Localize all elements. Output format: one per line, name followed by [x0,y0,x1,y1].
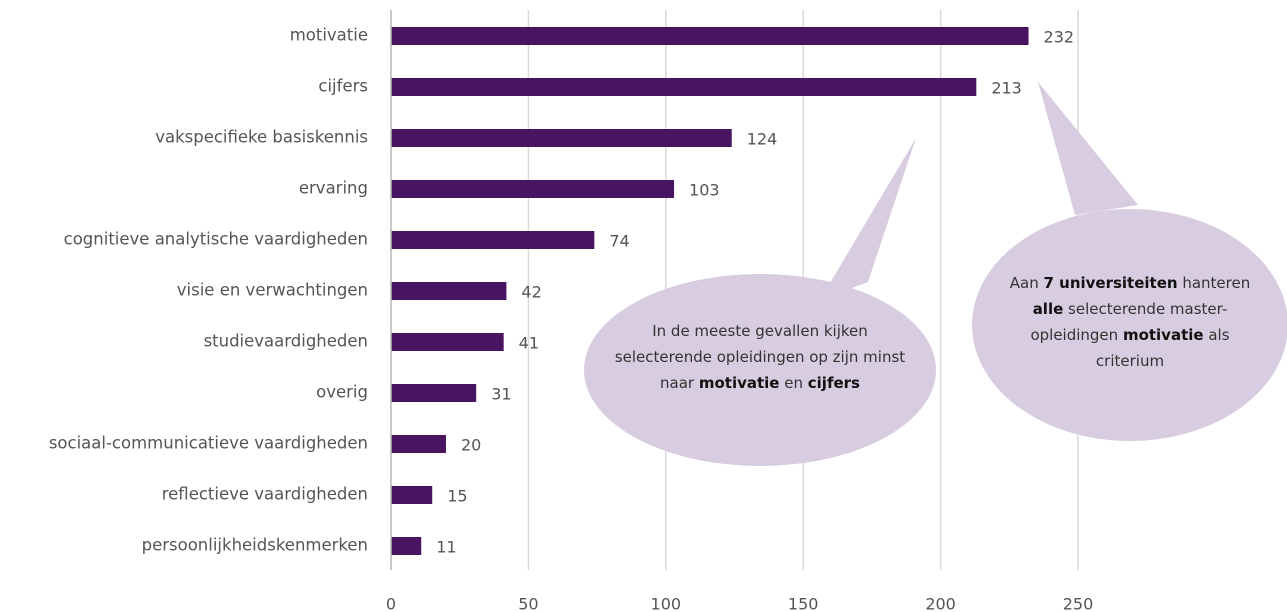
y-tick-label: cognitieve analytische vaardigheden [64,230,368,249]
bar [391,27,1029,45]
y-tick-label: motivatie [290,26,368,45]
data-label: 213 [991,79,1022,98]
y-tick-label: visie en verwachtingen [177,281,368,300]
annotation-text: motivatie [1122,326,1204,344]
x-tick-label: 0 [386,595,396,612]
annotation-text: motivatie [698,374,780,392]
x-tick-label: 100 [651,595,682,612]
data-label: 232 [1044,28,1075,47]
y-tick-label: vakspecifieke basiskennis [155,128,368,147]
annotation-text: en [779,374,808,392]
data-label: 41 [519,334,539,353]
callout-tail [1038,82,1138,215]
data-label: 124 [747,130,778,149]
annotation-text: cijfers [807,374,860,392]
y-tick-label: ervaring [299,179,368,198]
data-label: 74 [609,232,629,251]
y-tick-label: reflectieve vaardigheden [162,485,368,504]
callouts [584,82,1287,466]
y-tick-label: overig [316,383,368,402]
bar [391,78,977,96]
annotation-text: In de meeste gevallen kijken selecterend… [614,322,906,392]
y-tick-label: studievaardigheden [204,332,368,351]
annotation-text: hanteren [1177,274,1251,292]
bar [391,486,433,504]
bar [391,231,595,249]
data-label: 15 [447,487,467,506]
y-tick-label: cijfers [318,77,368,96]
callout-bubble [972,209,1287,441]
bar [391,435,446,453]
annotation-text: Aan [1009,274,1044,292]
data-label: 31 [491,385,511,404]
bar [391,333,504,351]
x-tick-label: 50 [518,595,538,612]
y-tick-label: persoonlijkheidskenmerken [142,536,368,555]
data-label: 42 [521,283,541,302]
annotation: In de meeste gevallen kijken selecterend… [610,318,910,396]
data-label: 20 [461,436,481,455]
x-tick-label: 150 [788,595,819,612]
annotation-text: 7 universiteiten [1043,274,1178,292]
x-tick-label: 250 [1063,595,1094,612]
callout-bubble [584,274,936,466]
annotation-text: alle [1032,300,1064,318]
y-tick-label: sociaal-communicatieve vaardigheden [49,434,368,453]
callout-tail [820,138,916,300]
annotation: Aan 7 universiteiten hanteren alle selec… [1002,270,1258,374]
annotation-text: als criterium [1095,326,1230,370]
bar [391,282,507,300]
data-label: 103 [689,181,720,200]
bar [391,537,422,555]
x-tick-label: 200 [925,595,956,612]
annotation-text: selecterende master-opleidingen [1030,300,1228,344]
bar [391,129,732,147]
data-label: 11 [436,538,456,557]
bar [391,180,675,198]
bar [391,384,477,402]
